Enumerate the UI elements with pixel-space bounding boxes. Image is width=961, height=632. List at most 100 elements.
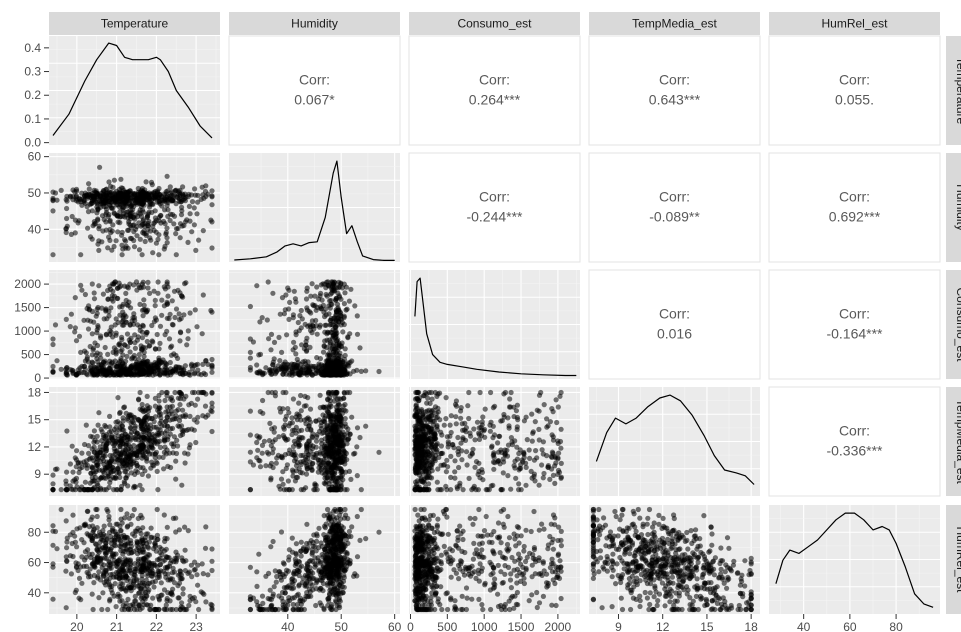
scatter-point	[123, 587, 129, 593]
scatter-point	[152, 395, 158, 401]
scatter-point	[342, 352, 348, 359]
scatter-point	[202, 188, 209, 195]
scatter-point	[82, 523, 88, 529]
scatter-point	[104, 190, 110, 196]
scatter-point	[247, 449, 253, 455]
panel-2-0	[49, 270, 220, 379]
scatter-point	[107, 480, 113, 486]
scatter-point	[160, 454, 166, 460]
scatter-point	[340, 329, 346, 335]
scatter-point	[488, 419, 494, 425]
scatter-point	[88, 470, 94, 476]
scatter-point	[158, 212, 164, 219]
scatter-point	[117, 341, 123, 347]
scatter-point	[280, 481, 286, 487]
scatter-point	[209, 390, 215, 396]
scatter-point	[118, 506, 124, 513]
scatter-point	[82, 291, 88, 298]
scatter-point	[425, 454, 431, 460]
scatter-point	[329, 427, 335, 433]
scatter-point	[159, 203, 165, 209]
scatter-point	[512, 458, 518, 464]
scatter-point	[441, 422, 447, 428]
scatter-point	[336, 308, 342, 314]
scatter-point	[492, 403, 498, 409]
scatter-point	[72, 230, 78, 236]
scatter-point	[324, 293, 330, 299]
scatter-point	[90, 606, 96, 613]
scatter-point	[533, 448, 539, 454]
scatter-point	[52, 322, 59, 328]
scatter-point	[50, 195, 56, 201]
scatter-point	[97, 450, 103, 456]
scatter-point	[171, 434, 177, 440]
scatter-point	[98, 335, 104, 341]
scatter-point	[108, 587, 114, 593]
scatter-point	[187, 310, 193, 316]
scatter-point	[265, 389, 271, 396]
scatter-point	[68, 486, 74, 492]
scatter-point	[165, 293, 171, 299]
scatter-point	[332, 287, 338, 294]
scatter-point	[100, 291, 106, 297]
scatter-point	[313, 438, 320, 444]
scatter-point	[412, 423, 418, 429]
scatter-point	[357, 434, 363, 441]
scatter-point	[111, 593, 117, 599]
scatter-point	[278, 476, 285, 482]
scatter-point	[334, 408, 341, 414]
scatter-point	[106, 365, 113, 371]
scatter-point	[136, 282, 142, 288]
scatter-point	[63, 554, 69, 560]
scatter-point	[73, 587, 79, 593]
scatter-point	[121, 187, 127, 194]
scatter-point	[158, 592, 164, 599]
scatter-point	[426, 407, 432, 413]
scatter-point	[132, 425, 138, 431]
scatter-point	[164, 281, 170, 287]
corr-label: Corr:	[659, 306, 690, 322]
scatter-point	[354, 313, 360, 319]
scatter-point	[308, 363, 314, 369]
scatter-point	[189, 199, 196, 205]
scatter-point	[342, 346, 348, 352]
scatter-point	[96, 410, 102, 416]
scatter-point	[194, 572, 200, 578]
scatter-point	[180, 192, 186, 198]
scatter-point	[316, 363, 322, 369]
scatter-point	[75, 561, 81, 567]
scatter-point	[140, 434, 146, 440]
corr-label: Corr:	[479, 189, 510, 205]
scatter-point	[155, 363, 161, 369]
scatter-point	[152, 578, 158, 585]
scatter-point	[463, 449, 470, 455]
scatter-point	[460, 487, 466, 493]
scatter-point	[91, 197, 97, 204]
scatter-point	[304, 285, 310, 291]
scatter-point	[333, 297, 339, 303]
scatter-point	[167, 311, 173, 317]
scatter-point	[121, 312, 128, 318]
scatter-point	[125, 215, 131, 221]
scatter-point	[414, 409, 420, 415]
scatter-point	[103, 211, 109, 218]
scatter-point	[133, 468, 139, 474]
scatter-point	[139, 335, 145, 341]
scatter-point	[539, 447, 545, 453]
scatter-point	[426, 470, 432, 476]
scatter-point	[93, 506, 99, 513]
scatter-point	[282, 422, 288, 428]
scatter-point	[458, 440, 464, 446]
scatter-point	[195, 199, 201, 205]
scatter-point	[187, 211, 193, 217]
scatter-point	[198, 196, 204, 202]
scatter-point	[296, 400, 302, 406]
scatter-point	[89, 208, 95, 214]
corr-label: Corr:	[839, 189, 870, 205]
scatter-point	[280, 389, 286, 396]
scatter-point	[127, 188, 133, 194]
scatter-point	[290, 427, 296, 433]
scatter-point	[278, 454, 284, 460]
scatter-point	[314, 355, 320, 361]
scatter-point	[536, 482, 542, 488]
